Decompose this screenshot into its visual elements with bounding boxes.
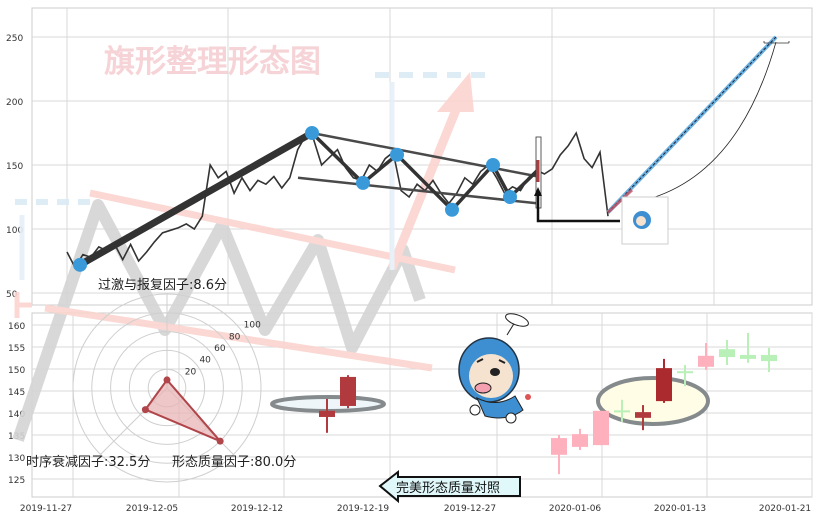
flagpole-line [76, 129, 316, 269]
candle [551, 435, 567, 475]
radar-point [163, 376, 171, 384]
background-decoration: 旗形整理形态图 [12, 44, 488, 442]
radar-factor-label: 时序衰减因子:32.5分 [26, 454, 150, 470]
faded-arrow-shaft [387, 93, 467, 270]
radar-tick-label: 40 [199, 356, 211, 366]
top-y-axis: 250 200 150 100 50 [6, 34, 23, 300]
top-panel: 250 200 150 100 50 [6, 7, 813, 306]
pivot-point [486, 158, 500, 172]
connector-arrow [536, 193, 620, 223]
pivot-point [356, 175, 370, 190]
target-marker [763, 41, 790, 44]
bottom-x-tick-label: 2019-12-27 [444, 504, 496, 514]
top-y-tick-label: 50 [6, 290, 18, 300]
radar-area [143, 378, 221, 443]
radar-tick-label: 100 [244, 321, 261, 331]
candle-body [614, 410, 630, 413]
chart-title: 旗形整理形态图 [104, 44, 321, 80]
bottom-x-tick-label: 2020-01-06 [549, 504, 602, 514]
pivot-point [305, 126, 319, 140]
bottom-x-tick-label: 2019-12-05 [126, 504, 178, 514]
radar-tick-label: 80 [229, 332, 241, 342]
bottom-x-tick-label: 2020-01-13 [654, 504, 706, 514]
top-y-tick-label: 200 [6, 98, 23, 108]
bottom-y-tick-label: 160 [8, 322, 25, 332]
top-y-tick-label: 100 [6, 226, 23, 236]
top-data [66, 35, 790, 272]
faded-arrow-head [437, 72, 474, 112]
channel-lower-line [297, 176, 539, 205]
candle [656, 358, 672, 403]
candle-body [740, 354, 756, 359]
candle-body [656, 368, 672, 402]
radar-tick-label: 20 [185, 367, 197, 377]
candle-body [698, 355, 714, 367]
bottom-y-tick-label: 140 [8, 410, 25, 420]
pivot-point [390, 147, 404, 162]
bottom-x-tick-label: 2019-11-27 [20, 504, 72, 514]
top-y-tick-label: 250 [6, 34, 23, 44]
candle-body [635, 412, 651, 418]
callout-label: 完美形态质量对照 [396, 481, 500, 496]
candle [635, 405, 651, 431]
faded-zigzag [12, 199, 426, 442]
candle [677, 365, 693, 387]
bottom-x-tick-label: 2019-12-19 [337, 504, 390, 514]
quality-compare-callout[interactable]: 完美形态质量对照 [378, 469, 521, 504]
candle [614, 399, 630, 422]
bottom-y-tick-label: 145 [8, 388, 25, 398]
forecast-start [606, 188, 634, 214]
mascot-sticker [458, 313, 531, 424]
bottom-y-tick-label: 130 [8, 454, 25, 464]
candle-body [572, 434, 588, 447]
highlight-ellipse-right [596, 376, 710, 426]
candle [719, 339, 735, 366]
candle-body [551, 438, 567, 455]
candles [319, 332, 777, 475]
bottom-y-tick-label: 125 [8, 476, 25, 486]
candle-body [340, 376, 356, 406]
radar-point [141, 406, 149, 414]
pivot-point [73, 257, 87, 272]
candle-body [677, 371, 693, 374]
bottom-x-axis: 2019-11-27 2019-12-05 2019-12-12 2019-12-19… [20, 504, 811, 514]
pivot-point [445, 202, 459, 217]
mini-sticker-face [636, 216, 646, 226]
forecast-dash [607, 36, 777, 213]
bottom-x-tick-label: 2019-12-12 [231, 504, 283, 514]
top-y-tick-label: 150 [6, 162, 23, 172]
top-grid [32, 8, 812, 305]
candle [698, 343, 714, 370]
forecast-arc [651, 41, 777, 199]
top-plot-frame [31, 7, 813, 306]
radar-factor-label: 形态质量因子:80.0分 [172, 455, 296, 470]
faded-mark [14, 292, 32, 318]
bottom-x-tick-label: 2020-01-21 [759, 504, 811, 514]
connector-arrowhead [534, 187, 542, 196]
pivot-point [503, 190, 517, 204]
candle-body [719, 349, 735, 358]
candle-body [593, 410, 609, 446]
bottom-y-tick-label: 150 [8, 366, 25, 376]
candle [572, 428, 588, 450]
radar-factor-label: 过激与报复因子:8.6分 [98, 278, 227, 293]
candle-body [761, 354, 777, 362]
candle [319, 398, 335, 433]
radar-point [216, 437, 224, 445]
candle [593, 410, 609, 446]
candle [761, 347, 777, 373]
faded-lower-trendline [44, 304, 433, 372]
candle-body [319, 410, 335, 417]
bottom-y-tick-label: 155 [8, 344, 25, 354]
candle [340, 375, 356, 409]
channel-upper-line [311, 131, 539, 178]
candle [740, 332, 756, 363]
radar-tick-label: 60 [214, 344, 226, 354]
